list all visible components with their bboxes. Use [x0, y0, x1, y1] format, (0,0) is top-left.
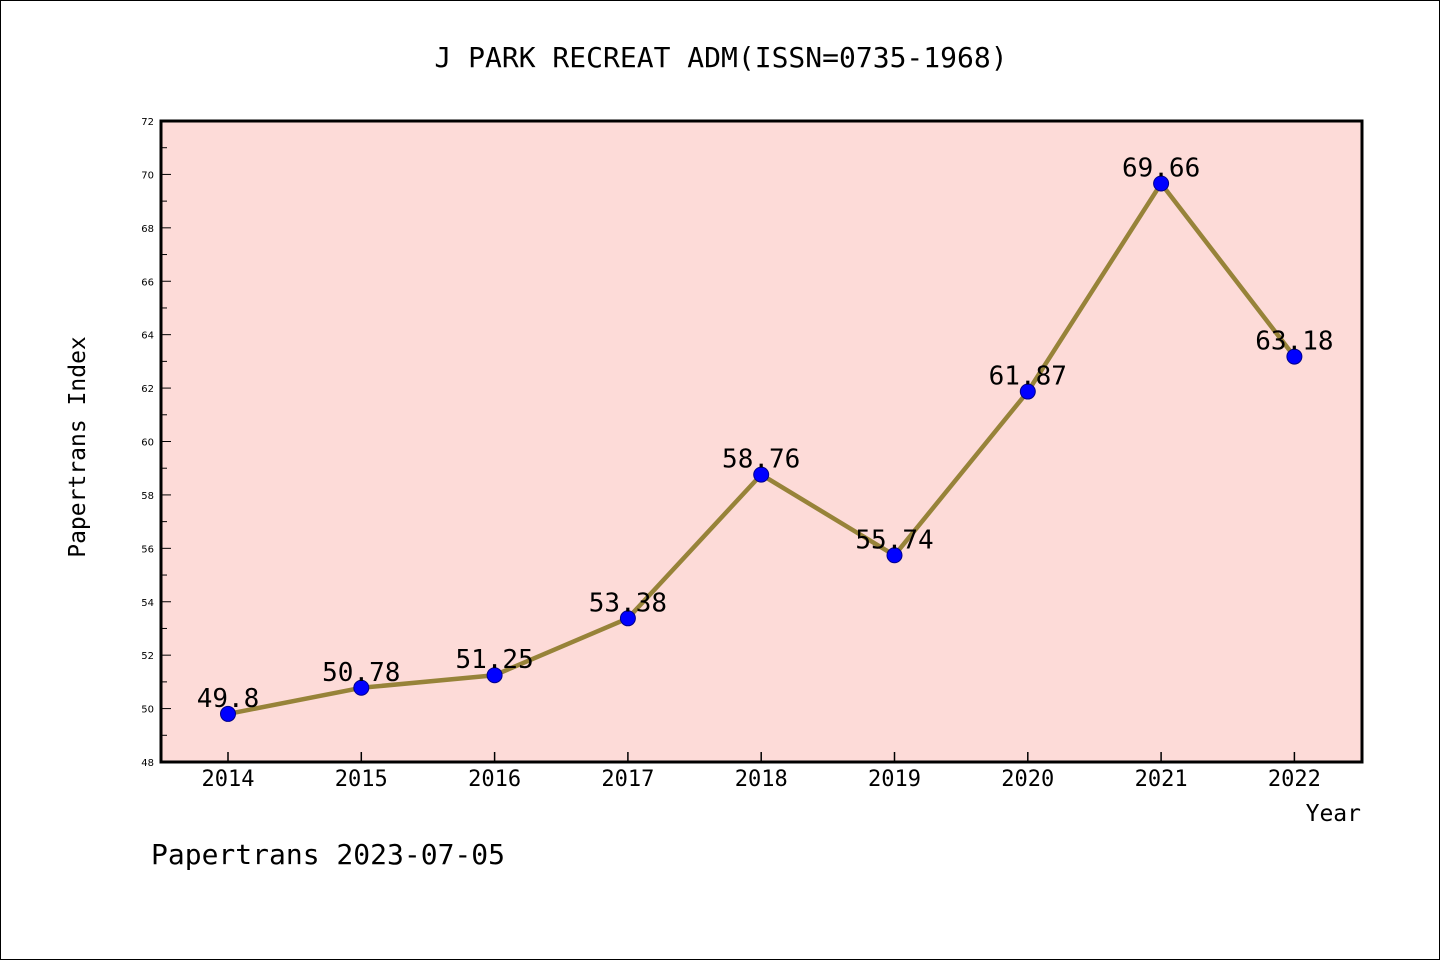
data-point: [753, 466, 770, 483]
y-tick-label: 66: [141, 277, 154, 288]
x-tick-label: 2022: [1268, 767, 1321, 792]
x-tick-label: 2014: [202, 767, 255, 792]
data-point: [1019, 383, 1036, 400]
series-markers: [220, 175, 1303, 722]
data-label: 49.8: [197, 684, 260, 714]
x-axis-label: Year: [1306, 801, 1361, 827]
y-tick-label: 64: [141, 331, 154, 342]
y-tick-label: 68: [141, 224, 154, 235]
plot-frame: [159, 119, 1364, 764]
data-label: 55.74: [855, 525, 933, 555]
y-tick-label: 50: [141, 705, 154, 716]
y-axis-label: Papertrans Index: [65, 336, 91, 558]
y-tick-label: 62: [141, 384, 154, 395]
data-point: [486, 667, 503, 684]
data-label: 51.25: [455, 645, 533, 675]
x-tick-label: 2019: [868, 767, 921, 792]
x-tick-label: 2016: [468, 767, 521, 792]
data-labels: 49.8 50.78 51.25 53.38 58.76 55.74 61.87 69.66 6…: [197, 153, 1334, 713]
data-label: 53.38: [589, 588, 667, 618]
y-tick-label: 54: [141, 598, 154, 609]
data-label: 58.76: [722, 445, 800, 475]
data-label: 50.78: [322, 658, 400, 688]
data-label: 69.66: [1122, 153, 1200, 183]
footer-credit: Papertrans 2023-07-05: [151, 838, 505, 871]
data-point: [1153, 175, 1170, 192]
x-tick-label: 2018: [735, 767, 788, 792]
x-tick-label: 2015: [335, 767, 388, 792]
y-axis-ticks: 48 50 52 54 56 58 60 62 64 66 68 70 72: [141, 117, 171, 769]
x-axis-ticks: 2014 2015 2016 2017 2018 2019 2020 2021 2022: [202, 752, 1321, 792]
y-tick-label: 58: [141, 491, 154, 502]
x-tick-label: 2017: [601, 767, 654, 792]
data-point: [353, 679, 370, 696]
y-tick-label: 56: [141, 544, 154, 555]
data-point: [1286, 348, 1303, 365]
plot-area: [161, 121, 1362, 762]
data-label: 63.18: [1255, 327, 1333, 357]
data-point: [220, 705, 236, 722]
y-tick-label: 70: [141, 170, 154, 181]
chart-title: J PARK RECREAT ADM(ISSN=0735-1968): [434, 41, 1007, 74]
y-tick-label: 60: [141, 438, 154, 449]
x-tick-label: 2020: [1001, 767, 1054, 792]
data-label: 61.87: [989, 362, 1067, 392]
data-point: [886, 547, 903, 564]
y-tick-label: 52: [141, 651, 154, 662]
data-point: [619, 610, 636, 627]
x-tick-label: 2021: [1135, 767, 1188, 792]
y-tick-label: 72: [141, 117, 154, 128]
y-tick-label: 48: [141, 758, 154, 769]
